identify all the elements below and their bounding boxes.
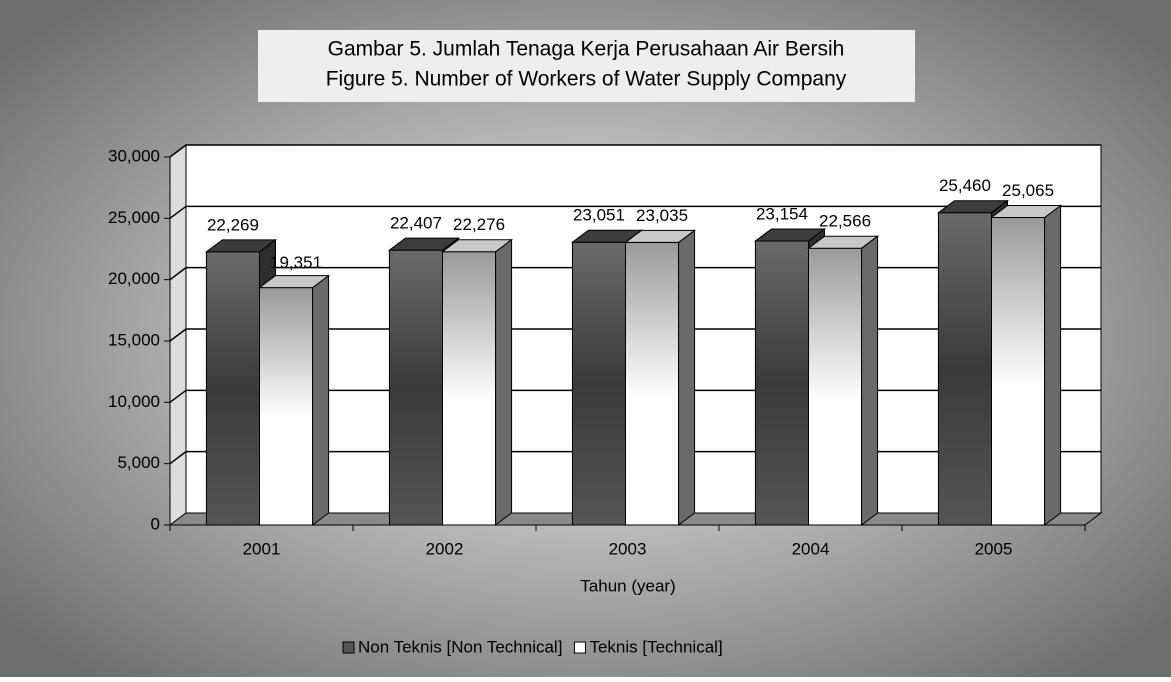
bar-side <box>861 235 879 526</box>
legend-swatch <box>342 641 355 654</box>
x-axis-label: Tahun (year) <box>580 576 675 595</box>
bar <box>259 287 314 526</box>
bar <box>808 247 863 526</box>
bar-top <box>936 200 1009 214</box>
bar <box>571 241 626 526</box>
x-tick-label: 2003 <box>609 539 647 558</box>
bar-top <box>807 235 880 249</box>
title-box <box>258 30 915 102</box>
value-label: 19,351 <box>270 253 322 272</box>
bar-top <box>624 229 697 243</box>
value-label: 25,460 <box>939 176 991 195</box>
value-label: 22,269 <box>207 215 259 234</box>
x-tick-label: 2001 <box>243 539 281 558</box>
chart-title: Gambar 5. Jumlah Tenaga Kerja Perusahaan… <box>328 38 845 61</box>
x-tick-label: 2002 <box>426 539 464 558</box>
bar-side <box>678 229 696 526</box>
bar-top <box>990 205 1063 219</box>
bar-top <box>258 275 331 289</box>
chart-subtitle: Figure 5. Number of Workers of Water Sup… <box>326 68 847 91</box>
bar <box>754 240 809 526</box>
bar-side <box>1044 204 1062 526</box>
value-label: 22,407 <box>390 214 442 233</box>
bar <box>991 217 1046 526</box>
y-tick-label: 20,000 <box>108 269 160 288</box>
legend-label: Non Teknis [Non Technical] <box>358 637 562 656</box>
x-tick-label: 2005 <box>975 539 1013 558</box>
y-tick-label: 25,000 <box>108 208 160 227</box>
bar-side <box>495 238 513 526</box>
value-label: 22,566 <box>819 212 871 231</box>
bar-top <box>387 237 460 251</box>
grid-line <box>169 205 1101 219</box>
grid-line <box>169 144 1101 158</box>
legend-label: Teknis [Technical] <box>589 637 722 656</box>
bar-top <box>204 239 277 253</box>
y-tick-label: 15,000 <box>108 330 160 349</box>
bar <box>625 241 680 526</box>
bar <box>388 249 443 526</box>
bar-side <box>312 274 330 526</box>
y-tick-label: 10,000 <box>108 392 160 411</box>
value-label: 23,051 <box>573 206 625 225</box>
bar-top <box>753 228 826 242</box>
value-label: 23,035 <box>636 206 688 225</box>
y-tick-label: 5,000 <box>117 453 160 472</box>
bar <box>205 251 260 526</box>
value-label: 25,065 <box>1002 181 1054 200</box>
bar <box>937 212 992 526</box>
value-label: 23,154 <box>756 204 808 223</box>
bar <box>442 251 497 526</box>
value-label: 22,276 <box>453 215 505 234</box>
bar-top <box>441 239 514 253</box>
legend-swatch <box>573 641 586 654</box>
y-tick-label: 30,000 <box>108 146 160 165</box>
x-tick-label: 2004 <box>792 539 830 558</box>
y-tick-label: 0 <box>151 514 160 533</box>
